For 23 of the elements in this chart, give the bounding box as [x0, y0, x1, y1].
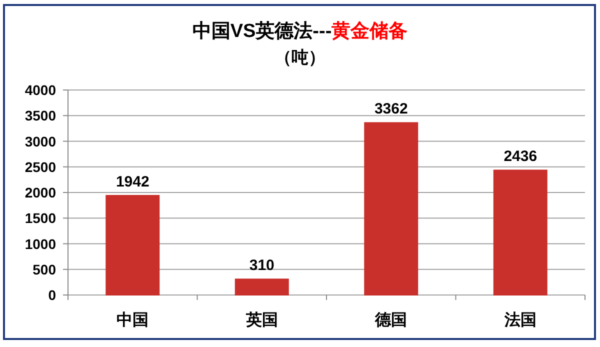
data-label: 310	[249, 257, 274, 274]
bar	[106, 194, 160, 296]
chart-subtitle: （吨）	[274, 48, 326, 67]
y-tick-label: 500	[32, 261, 56, 278]
bar	[364, 122, 418, 296]
x-tick-label: 中国	[116, 311, 149, 329]
data-label: 2436	[504, 148, 538, 166]
bar	[493, 170, 548, 296]
y-tick-label: 2000	[24, 184, 56, 200]
data-label: 3362	[374, 100, 408, 118]
y-tick-label: 1000	[24, 236, 56, 252]
y-tick-label: 3000	[24, 133, 56, 150]
x-tick-label: 英国	[244, 311, 278, 329]
bar	[234, 278, 289, 296]
y-tick-label: 1500	[24, 210, 56, 226]
data-label: 1942	[116, 173, 150, 190]
y-tick-label: 0	[48, 287, 56, 303]
x-tick-label: 德国	[374, 311, 408, 329]
y-tick-label: 2500	[24, 158, 56, 175]
y-tick-label: 4000	[24, 82, 56, 98]
x-tick-label: 法国	[503, 311, 536, 329]
y-tick-label: 3500	[24, 108, 56, 124]
chart-title: 中国VS英德法---黄金储备	[192, 20, 408, 42]
